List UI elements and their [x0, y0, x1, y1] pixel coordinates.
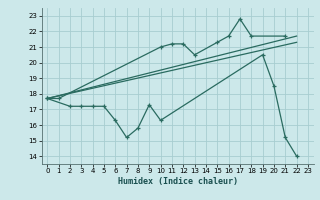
X-axis label: Humidex (Indice chaleur): Humidex (Indice chaleur) [118, 177, 237, 186]
